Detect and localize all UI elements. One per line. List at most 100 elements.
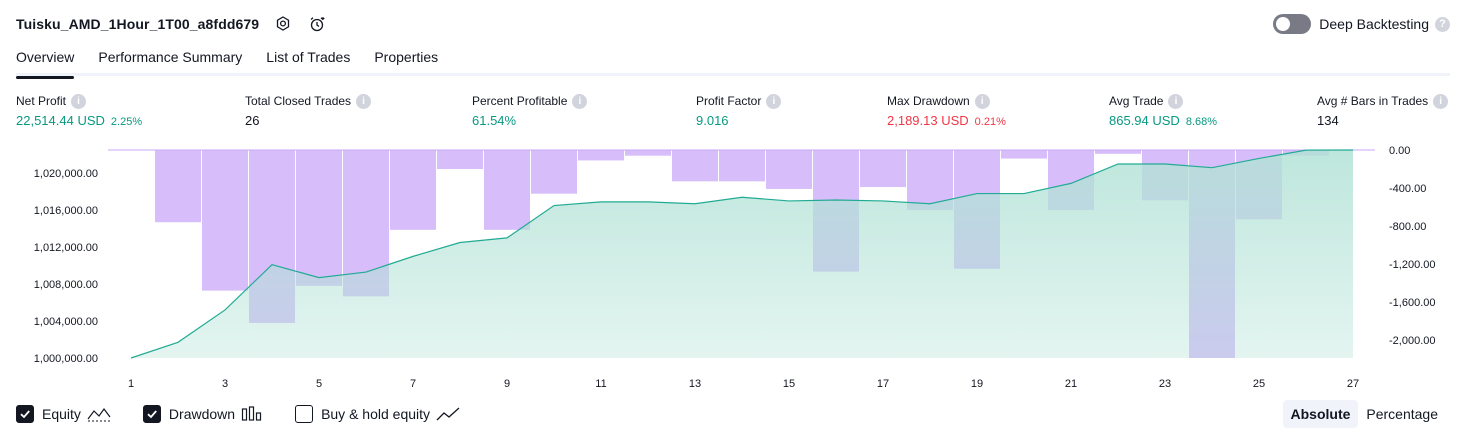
- metric-label: Percent Profitable: [472, 94, 568, 108]
- drawdown-bar: [860, 150, 906, 188]
- tab-overview[interactable]: Overview: [16, 45, 75, 79]
- drawdown-bar: [1001, 150, 1047, 159]
- drawdown-bar: [1095, 150, 1141, 154]
- equity-checkbox[interactable]: [16, 405, 34, 423]
- info-icon[interactable]: i: [71, 93, 87, 109]
- drawdown-bars-icon: [241, 406, 263, 422]
- x-tick-label: 17: [877, 378, 889, 390]
- value-mode-switch: Absolute Percentage: [1282, 400, 1447, 428]
- legend-drawdown[interactable]: Drawdown: [142, 405, 263, 423]
- metric-avg-trade: Avg Trade i 865.94 USD 8.68%: [1109, 93, 1217, 128]
- drawdown-bar: [578, 150, 624, 161]
- chart-legend: Equity Drawdown Buy & hold equity: [16, 403, 492, 425]
- metric-value: 9.016: [696, 113, 729, 128]
- x-tick-label: 15: [783, 378, 795, 390]
- info-icon[interactable]: i: [1433, 93, 1449, 109]
- metric-percent: 2.25%: [110, 116, 143, 128]
- drawdown-bar: [155, 150, 201, 223]
- alarm-clock-icon[interactable]: [307, 14, 327, 34]
- x-tick-label: 19: [971, 378, 983, 390]
- y-axis-left: 1,000,000.00 1,004,000.00 1,008,000.00 1,01…: [34, 168, 98, 365]
- help-icon[interactable]: ?: [1435, 16, 1450, 32]
- drawdown-bar: [390, 150, 436, 230]
- buy-hold-checkbox[interactable]: [295, 405, 314, 423]
- tab-list-of-trades[interactable]: List of Trades: [266, 49, 351, 65]
- metric-value: 865.94 USD: [1109, 113, 1180, 128]
- metric-total-closed-trades: Total Closed Trades i 26: [245, 93, 372, 128]
- y-left-tick-label: 1,020,000.00: [34, 168, 98, 180]
- metric-net-profit: Net Profit i 22,514.44 USD 2.25%: [16, 93, 142, 128]
- x-tick-label: 21: [1065, 378, 1077, 390]
- y-right-tick-label: -1,600.00: [1389, 297, 1435, 309]
- y-left-tick-label: 1,016,000.00: [34, 205, 98, 217]
- report-tabs: Overview Performance Summary List of Tra…: [16, 45, 1450, 79]
- legend-equity[interactable]: Equity: [16, 405, 111, 423]
- legend-label: Equity: [42, 406, 81, 422]
- equity-drawdown-chart[interactable]: 1,000,000.00 1,004,000.00 1,008,000.00 1,01…: [0, 140, 1466, 396]
- y-left-tick-label: 1,008,000.00: [34, 279, 98, 291]
- mode-percentage-button[interactable]: Percentage: [1366, 406, 1438, 422]
- drawdown-checkbox[interactable]: [142, 405, 161, 423]
- equity-line-icon: [87, 406, 111, 422]
- strategy-title: Tuisku_AMD_1Hour_1T00_a8fdd679: [16, 16, 260, 32]
- equity-line: [130, 149, 1354, 359]
- metric-label: Total Closed Trades: [245, 94, 352, 108]
- x-axis: 1 3 5 7 9 11 13 15 17 19 21 23 25 27: [128, 378, 1359, 390]
- drawdown-bar: [766, 150, 812, 189]
- metric-max-drawdown: Max Drawdown i 2,189.13 USD 0.21%: [887, 93, 1006, 128]
- y-left-tick-label: 1,000,000.00: [34, 353, 98, 365]
- info-icon[interactable]: i: [572, 93, 588, 109]
- y-right-tick-label: 0.00: [1389, 145, 1410, 157]
- y-left-tick-label: 1,004,000.00: [34, 316, 98, 328]
- tab-properties[interactable]: Properties: [374, 49, 439, 65]
- drawdown-bar: [202, 150, 248, 291]
- x-tick-label: 13: [689, 378, 701, 390]
- x-tick-label: 27: [1347, 378, 1359, 390]
- x-tick-label: 25: [1253, 378, 1265, 390]
- mode-absolute-button[interactable]: Absolute: [1282, 400, 1359, 428]
- buy-hold-line-icon: [436, 406, 460, 422]
- drawdown-bar: [484, 150, 530, 230]
- metric-value: 26: [245, 113, 260, 128]
- x-tick-label: 23: [1159, 378, 1171, 390]
- equity-series: [130, 149, 1354, 359]
- x-tick-label: 9: [504, 378, 510, 390]
- report-header: Tuisku_AMD_1Hour_1T00_a8fdd679: [16, 12, 327, 36]
- metric-percent: 0.21%: [974, 116, 1006, 128]
- metric-label: Net Profit: [16, 94, 67, 108]
- deep-backtesting-label: Deep Backtesting: [1319, 16, 1429, 32]
- metric-value: 2,189.13 USD: [887, 113, 969, 128]
- x-tick-label: 1: [128, 378, 134, 390]
- y-right-tick-label: -800.00: [1389, 221, 1426, 233]
- info-icon[interactable]: i: [766, 93, 782, 109]
- info-icon[interactable]: i: [974, 93, 990, 109]
- legend-buy-hold-equity[interactable]: Buy & hold equity: [295, 405, 460, 423]
- drawdown-bar: [672, 150, 718, 182]
- metric-label: Avg Trade: [1109, 94, 1164, 108]
- y-right-tick-label: -1,200.00: [1389, 259, 1435, 271]
- drawdown-bar: [531, 150, 577, 194]
- legend-label: Buy & hold equity: [321, 406, 431, 422]
- deep-backtesting-control: Deep Backtesting ?: [1273, 12, 1450, 36]
- tab-performance-summary[interactable]: Performance Summary: [98, 49, 243, 65]
- info-icon[interactable]: i: [356, 93, 372, 109]
- metric-profit-factor: Profit Factor i 9.016: [696, 93, 782, 128]
- x-tick-label: 7: [410, 378, 416, 390]
- x-tick-label: 5: [316, 378, 322, 390]
- metric-label: Avg # Bars in Trades: [1317, 94, 1429, 108]
- y-right-tick-label: -2,000.00: [1389, 335, 1435, 347]
- deep-backtesting-toggle[interactable]: [1273, 14, 1312, 34]
- y-right-tick-label: -400.00: [1389, 183, 1426, 195]
- equity-area: [131, 150, 1353, 358]
- metric-value: 134: [1317, 113, 1339, 128]
- y-left-tick-label: 1,012,000.00: [34, 242, 98, 254]
- x-tick-label: 11: [595, 378, 606, 390]
- metric-avg-bars-in-trades: Avg # Bars in Trades i 134: [1317, 93, 1449, 128]
- info-icon[interactable]: i: [1168, 93, 1184, 109]
- metric-percent-profitable: Percent Profitable i 61.54%: [472, 93, 588, 128]
- metric-percent: 8.68%: [1185, 116, 1218, 128]
- legend-label: Drawdown: [168, 406, 236, 422]
- settings-icon[interactable]: [273, 14, 293, 34]
- metric-label: Max Drawdown: [887, 94, 970, 108]
- drawdown-bar: [437, 150, 483, 170]
